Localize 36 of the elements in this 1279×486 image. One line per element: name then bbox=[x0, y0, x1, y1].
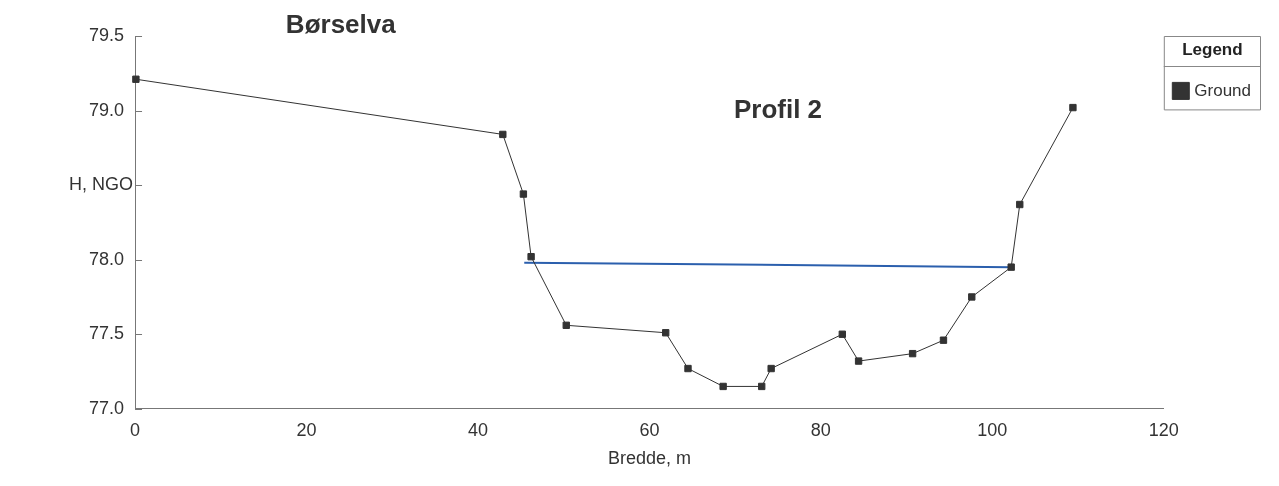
point bbox=[684, 364, 692, 373]
point bbox=[527, 253, 535, 261]
y-tick-label: 77.0 bbox=[88, 397, 125, 418]
point bbox=[854, 357, 863, 365]
point bbox=[499, 130, 507, 139]
point bbox=[719, 382, 727, 391]
legend-title: Legend bbox=[1182, 40, 1243, 60]
y-tick-label: 77.5 bbox=[88, 323, 125, 344]
x-tick-label: 20 bbox=[296, 419, 317, 440]
x-tick-label: 80 bbox=[810, 419, 831, 440]
text: Profil 2 bbox=[733, 93, 823, 124]
point bbox=[1007, 263, 1015, 271]
point bbox=[767, 364, 775, 373]
point bbox=[519, 190, 528, 198]
x-axis-title: Bredde, m bbox=[607, 448, 691, 469]
x-tick-label: 0 bbox=[130, 419, 141, 440]
point bbox=[838, 330, 846, 338]
point bbox=[1069, 103, 1077, 112]
x-tick-label: 120 bbox=[1148, 419, 1179, 440]
point bbox=[939, 336, 948, 344]
point bbox=[758, 382, 766, 391]
y-axis-title: H, NGO bbox=[69, 174, 134, 195]
point bbox=[1016, 200, 1024, 209]
y-tick-label: 78.0 bbox=[88, 248, 125, 269]
point bbox=[968, 293, 976, 301]
point bbox=[908, 349, 917, 358]
legend-label: Ground bbox=[1194, 80, 1251, 100]
y-tick-label: 79.5 bbox=[88, 24, 125, 45]
x-tick-label: 40 bbox=[467, 419, 488, 440]
x-tick-label: 100 bbox=[977, 419, 1008, 440]
point bbox=[662, 329, 670, 337]
point bbox=[132, 75, 140, 83]
point bbox=[562, 321, 570, 329]
x-tick-label: 60 bbox=[639, 419, 660, 440]
y-tick-label: 79.0 bbox=[88, 99, 125, 120]
chart-title: Børselva bbox=[285, 9, 397, 40]
